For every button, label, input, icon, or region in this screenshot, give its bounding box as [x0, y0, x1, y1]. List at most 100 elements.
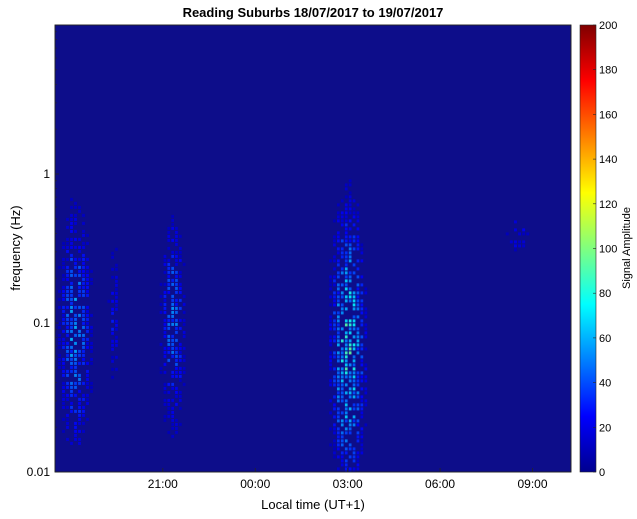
- heat-cell: [167, 318, 171, 322]
- heat-cell: [66, 353, 69, 357]
- heat-cell: [111, 275, 114, 279]
- heat-cell: [175, 346, 178, 350]
- heat-cell: [344, 319, 348, 323]
- heat-cell: [86, 385, 89, 389]
- heat-cell: [74, 205, 77, 209]
- heat-cell: [360, 243, 364, 247]
- heat-cell: [70, 273, 73, 277]
- heat-cell: [182, 334, 186, 338]
- heat-cell: [86, 377, 89, 381]
- heat-cell: [356, 287, 360, 291]
- heat-cell: [163, 346, 167, 350]
- heat-cell: [163, 322, 167, 326]
- colorbar-tick-label: 40: [599, 378, 611, 390]
- heat-cell: [182, 322, 186, 326]
- heat-cell: [163, 354, 167, 358]
- heat-cell: [86, 321, 89, 325]
- heat-cell: [58, 289, 61, 293]
- heat-cell: [66, 225, 69, 229]
- heat-cell: [344, 383, 348, 387]
- heat-cell: [352, 391, 356, 395]
- heat-cell: [337, 219, 340, 223]
- heat-cell: [352, 447, 356, 451]
- heat-cell: [356, 291, 360, 295]
- heat-cell: [329, 339, 332, 343]
- heat-cell: [356, 395, 360, 399]
- heat-cell: [70, 337, 73, 341]
- heat-cell: [66, 293, 69, 297]
- heat-cell: [70, 409, 73, 413]
- heat-cell: [163, 370, 167, 374]
- heat-cell: [356, 335, 360, 339]
- heat-cell: [62, 277, 65, 281]
- heat-cell: [82, 361, 85, 365]
- heat-cell: [70, 213, 73, 217]
- heat-cell: [364, 363, 368, 367]
- heat-cell: [333, 375, 336, 379]
- heat-cell: [356, 431, 360, 435]
- heat-cell: [175, 290, 178, 294]
- x-tick-label: 03:00: [333, 477, 363, 491]
- heat-cell: [74, 437, 77, 441]
- heat-cell: [115, 299, 118, 303]
- heat-cell: [505, 232, 509, 236]
- heat-cell: [344, 439, 348, 443]
- heat-cell: [78, 269, 81, 273]
- heat-cell: [82, 233, 85, 237]
- heat-cell: [356, 239, 360, 243]
- heat-cell: [337, 251, 340, 255]
- heat-cell: [86, 277, 89, 281]
- heat-cell: [348, 395, 352, 399]
- heat-cell: [86, 293, 89, 297]
- heat-cell: [86, 257, 89, 261]
- heat-cell: [82, 381, 85, 385]
- heat-cell: [107, 299, 111, 303]
- heat-cell: [163, 350, 167, 354]
- heat-cell: [111, 319, 114, 323]
- heat-cell: [364, 287, 368, 291]
- heat-cell: [58, 353, 61, 357]
- heat-cell: [329, 443, 332, 447]
- heat-cell: [171, 338, 174, 342]
- heat-cell: [82, 281, 85, 285]
- heat-cell: [171, 434, 174, 438]
- heatmap-layer: [58, 179, 530, 472]
- heat-cell: [329, 327, 332, 331]
- heat-cell: [329, 335, 332, 339]
- heat-cell: [115, 339, 118, 343]
- heat-cell: [356, 235, 360, 239]
- heat-cell: [70, 257, 73, 261]
- heat-cell: [175, 374, 178, 378]
- heat-cell: [66, 349, 69, 353]
- heat-cell: [356, 423, 360, 427]
- heat-cell: [167, 282, 171, 286]
- heat-cell: [111, 339, 114, 343]
- heat-cell: [352, 327, 356, 331]
- heat-cell: [333, 239, 336, 243]
- heat-cell: [340, 327, 344, 331]
- heat-cell: [344, 295, 348, 299]
- heat-cell: [82, 341, 85, 345]
- heat-cell: [364, 311, 368, 315]
- heat-cell: [175, 274, 178, 278]
- heat-cell: [78, 285, 81, 289]
- heat-cell: [74, 257, 77, 261]
- heat-cell: [356, 439, 360, 443]
- heat-cell: [167, 342, 171, 346]
- heat-cell: [167, 338, 171, 342]
- heat-cell: [66, 217, 69, 221]
- heat-cell: [163, 318, 167, 322]
- heat-cell: [514, 228, 517, 232]
- heat-cell: [352, 407, 356, 411]
- heat-cell: [344, 391, 348, 395]
- heat-cell: [74, 265, 77, 269]
- heat-cell: [159, 294, 163, 298]
- heat-cell: [344, 235, 348, 239]
- heat-cell: [70, 245, 73, 249]
- heat-cell: [344, 335, 348, 339]
- heat-cell: [70, 305, 73, 309]
- heat-cell: [329, 303, 332, 307]
- heat-cell: [364, 367, 368, 371]
- heat-cell: [344, 359, 348, 363]
- heat-cell: [360, 411, 364, 415]
